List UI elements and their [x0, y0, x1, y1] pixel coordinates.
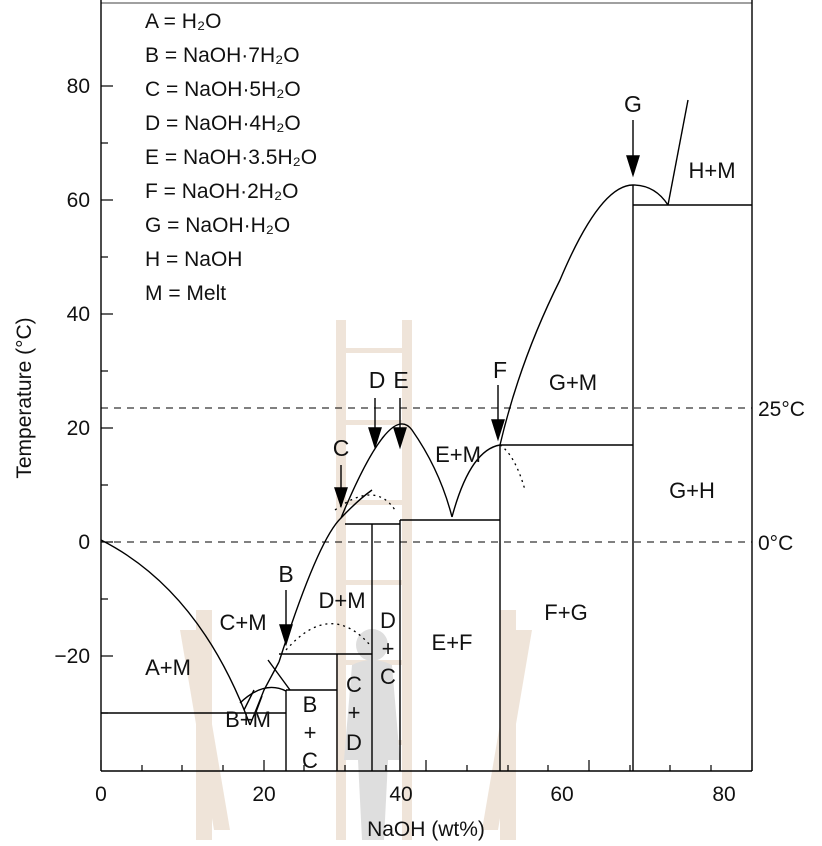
y-tick-label: 20 [67, 417, 90, 440]
legend-entry: H = NaOH [145, 248, 242, 271]
y-tick-label: 40 [67, 303, 90, 326]
svg-text:B: B [303, 692, 318, 717]
y-axis-label: Temperature (°C) [13, 317, 36, 478]
legend: A = H₂O B = NaOH·7H₂O C = NaOH·5H₂O D = … [145, 10, 317, 305]
region-label-g-h: G+H [669, 478, 715, 503]
compound-label-f: F [493, 357, 507, 383]
y-tick-label: −20 [54, 645, 90, 668]
svg-text:C: C [380, 664, 396, 689]
y-tick-labels: 80 60 40 20 0 −20 [54, 75, 90, 668]
metastable-curves [285, 444, 526, 651]
region-label-a-m: A+M [145, 655, 191, 680]
x-tick-label: 20 [252, 783, 275, 806]
hydrate-f-liquidus [451, 444, 501, 518]
hydrate-d-e-liquidus [340, 423, 453, 519]
legend-entry: A = H₂O [145, 10, 221, 33]
compound-label-e: E [393, 367, 408, 393]
legend-entry: D = NaOH·4H₂O [145, 112, 301, 135]
svg-text:C: C [346, 672, 362, 697]
x-tick-label: 60 [550, 783, 573, 806]
x-tick-labels: 0 20 40 60 80 [95, 783, 736, 806]
crossing-line-3 [255, 695, 263, 713]
compound-label-g: G [624, 91, 642, 117]
region-label-d-m: D+M [318, 588, 365, 613]
x-tick-label: 40 [389, 783, 412, 806]
region-label-c-m: C+M [219, 610, 266, 635]
x-tick-label: 80 [712, 783, 735, 806]
legend-entry: E = NaOH·3.5H₂O [145, 146, 317, 169]
svg-text:D: D [346, 730, 362, 755]
region-labels: A+M B+M B+M C+M D+M E+M G+M H+M E+F F+G … [145, 158, 735, 732]
phase-curves [100, 99, 689, 726]
legend-entry: C = NaOH·5H₂O [145, 78, 301, 101]
crossing-line-1 [267, 659, 291, 691]
region-label-e-f: E+F [432, 630, 473, 655]
legend-entry: M = Melt [145, 282, 226, 305]
compound-label-d: D [369, 367, 386, 393]
region-label-g-m: G+M [549, 370, 597, 395]
stacked-region-c-d: C + D [346, 672, 362, 755]
y-tick-label: 0 [78, 531, 90, 554]
compound-label-b: B [278, 561, 293, 587]
x-tick-label: 0 [95, 783, 107, 806]
ice-liquidus-curve [100, 539, 251, 726]
region-label-e-m: E+M [435, 442, 481, 467]
stacked-region-d-c: D + C [380, 608, 396, 689]
svg-text:+: + [348, 700, 361, 725]
watermark-logo [180, 320, 532, 840]
y-tick-label: 60 [67, 189, 90, 212]
region-label-f-g: F+G [544, 600, 587, 625]
phase-boundaries [101, 185, 752, 771]
region-label-h-m: H+M [688, 158, 735, 183]
svg-text:C: C [302, 748, 318, 773]
legend-entry: F = NaOH·2H₂O [145, 180, 298, 203]
legend-entry: B = NaOH·7H₂O [145, 44, 300, 67]
reference-label-0c: 0°C [758, 532, 793, 555]
compound-arrows [279, 120, 640, 647]
x-axis-label: NaOH (wt%) [367, 818, 485, 841]
naoh-liquidus [667, 99, 689, 206]
y-tick-label: 80 [67, 75, 90, 98]
stacked-region-b-c: B + C [302, 692, 318, 773]
region-label-b-m-bottom: B+M [225, 707, 271, 732]
crossing-line-2 [243, 689, 255, 711]
hydrate-c-liquidus [278, 489, 373, 663]
compound-labels: B C D E F G [278, 91, 642, 587]
reference-label-25c: 25°C [758, 398, 805, 421]
svg-text:D: D [380, 608, 396, 633]
hydrate-g-liquidus [499, 184, 669, 446]
legend-entry: G = NaOH·H₂O [145, 214, 290, 237]
b-small-dome [239, 686, 287, 704]
svg-text:+: + [304, 720, 317, 745]
compound-label-c: C [333, 435, 350, 461]
svg-text:+: + [382, 636, 395, 661]
